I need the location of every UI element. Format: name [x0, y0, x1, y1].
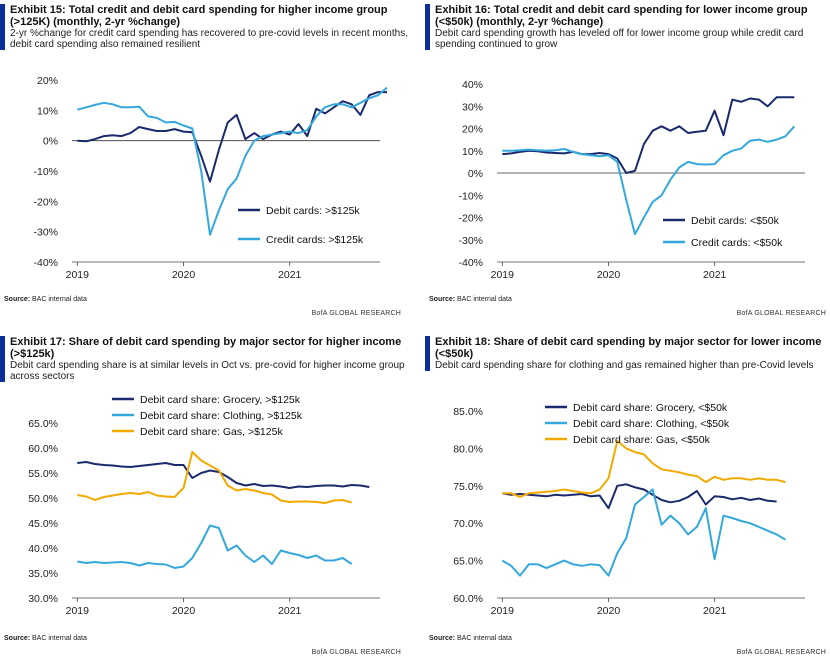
y-tick-label: -40%: [458, 257, 483, 269]
series-line-navy: [502, 96, 795, 174]
exhibit-17-title: Exhibit 17: Share of debit card spending…: [10, 336, 402, 360]
exhibit-18-subtitle: Debit card spending share for clothing a…: [435, 360, 814, 371]
x-tick-label: 2020: [597, 269, 621, 281]
series-line-navy: [502, 483, 777, 510]
legend-label-gold: Debit card share: Gas, >$125k: [140, 426, 283, 438]
legend-label-navy: Debit cards: <$50k: [691, 215, 780, 227]
series-line-gold: [77, 451, 352, 504]
y-tick-label: 10%: [462, 146, 483, 158]
exhibit-15-panel: Exhibit 15: Total credit and debit card …: [0, 0, 408, 327]
y-tick-label: 10%: [37, 105, 58, 117]
y-tick-label: -20%: [458, 213, 483, 225]
exhibit-17-subtitle: Debit card spending share is at similar …: [10, 360, 405, 382]
exhibit-16-panel: Exhibit 16: Total credit and debit card …: [425, 0, 830, 327]
exhibit-17-brand: BofA GLOBAL RESEARCH: [311, 649, 401, 656]
y-tick-label: 45.0%: [28, 518, 58, 530]
x-tick-label: 2021: [278, 269, 302, 281]
y-tick-label: 75.0%: [453, 481, 483, 493]
exhibit-17-chart: 30.0% 35.0% 40.0% 45.0% 50.0% 55.0% 60.0% 65.0%…: [28, 394, 380, 617]
x-tick-label: 2020: [172, 269, 196, 281]
exhibit-16-title: Exhibit 16: Total credit and debit card …: [435, 4, 808, 28]
x-tick-label: 2021: [278, 605, 302, 617]
legend-label-navy: Debit cards: >$125k: [266, 205, 360, 217]
exhibit-16-subtitle: Debit card spending growth has leveled o…: [435, 28, 804, 50]
y-tick-label: 85.0%: [453, 406, 483, 418]
exhibit-15-brand: BofA GLOBAL RESEARCH: [311, 310, 401, 317]
y-tick-label: 30%: [462, 101, 483, 113]
series-line-cyan: [77, 86, 388, 236]
exhibit-15-source: Source: BAC internal data: [4, 296, 87, 303]
series-line-cyan: [502, 125, 796, 236]
exhibit-17-header: Exhibit 17: Share of debit card spending…: [0, 336, 410, 382]
y-tick-label: 65.0%: [28, 418, 58, 430]
x-tick-label: 2019: [491, 605, 515, 617]
y-tick-label: 55.0%: [28, 468, 58, 480]
x-tick-label: 2020: [597, 605, 621, 617]
legend-label-cyan: Credit cards: >$125k: [266, 234, 364, 246]
y-tick-label: 40%: [462, 79, 483, 91]
y-tick-label: 60.0%: [28, 443, 58, 455]
y-tick-label: 30.0%: [28, 593, 58, 605]
x-tick-label: 2021: [703, 605, 727, 617]
legend-label-cyan: Debit card share: Clothing, <$50k: [573, 418, 730, 430]
legend-label-navy: Debit card share: Grocery, >$125k: [140, 394, 301, 406]
legend-label-gold: Debit card share: Gas, <$50k: [573, 434, 711, 446]
y-tick-label: 65.0%: [453, 556, 483, 568]
x-tick-label: 2019: [66, 269, 90, 281]
exhibit-18-source: Source: BAC internal data: [429, 635, 512, 642]
y-tick-label: -10%: [458, 190, 483, 202]
exhibit-16-brand: BofA GLOBAL RESEARCH: [736, 310, 826, 317]
legend-label-navy: Debit card share: Grocery, <$50k: [573, 402, 728, 414]
exhibit-18-header: Exhibit 18: Share of debit card spending…: [425, 336, 830, 371]
y-tick-label: -20%: [33, 196, 58, 208]
exhibit-18-chart: 60.0% 65.0% 70.0% 75.0% 80.0% 85.0% 2019 2020 20…: [453, 402, 805, 617]
y-tick-label: 50.0%: [28, 493, 58, 505]
series-line-cyan: [77, 524, 353, 569]
exhibit-18-panel: Exhibit 18: Share of debit card spending…: [425, 332, 830, 659]
y-tick-label: 0%: [468, 168, 483, 180]
y-tick-label: 40.0%: [28, 543, 58, 555]
x-tick-label: 2020: [172, 605, 196, 617]
exhibit-18-title: Exhibit 18: Share of debit card spending…: [435, 336, 822, 360]
series-line-navy: [77, 461, 370, 489]
x-tick-label: 2019: [491, 269, 515, 281]
series-line-gold: [502, 439, 786, 498]
x-tick-label: 2021: [703, 269, 727, 281]
exhibit-16-header: Exhibit 16: Total credit and debit card …: [425, 4, 830, 50]
exhibit-15-chart: -40% -30% -20% -10% 0% 10% 20% 2019 2020 2021 Debi…: [33, 75, 388, 281]
legend-label-cyan: Credit cards: <$50k: [691, 237, 783, 249]
exhibit-16-source: Source: BAC internal data: [429, 296, 512, 303]
y-tick-label: -30%: [33, 227, 58, 239]
exhibit-15-title: Exhibit 15: Total credit and debit card …: [10, 4, 388, 28]
x-tick-label: 2019: [66, 605, 90, 617]
series-line-cyan: [501, 488, 786, 577]
y-tick-label: 0%: [43, 136, 58, 148]
y-tick-label: -40%: [33, 257, 58, 269]
exhibit-15-header: Exhibit 15: Total credit and debit card …: [0, 4, 410, 50]
y-tick-label: 70.0%: [453, 518, 483, 530]
y-tick-label: -30%: [458, 235, 483, 247]
y-tick-label: 20%: [37, 75, 58, 87]
exhibit-17-panel: Exhibit 17: Share of debit card spending…: [0, 332, 405, 659]
exhibit-16-chart: -40% -30% -20% -10% 0% 10% 20% 30% 40% 2019 2020 20…: [458, 79, 805, 281]
exhibit-15-subtitle: 2-yr %change for credit card spending ha…: [10, 28, 408, 50]
y-tick-label: 20%: [462, 124, 483, 136]
legend-label-cyan: Debit card share: Clothing, >$125k: [140, 410, 303, 422]
exhibit-17-source: Source: BAC internal data: [4, 635, 87, 642]
y-tick-label: 35.0%: [28, 568, 58, 580]
y-tick-label: -10%: [33, 166, 58, 178]
y-tick-label: 60.0%: [453, 593, 483, 605]
exhibit-18-brand: BofA GLOBAL RESEARCH: [736, 649, 826, 656]
series-line-navy: [77, 91, 387, 183]
y-tick-label: 80.0%: [453, 443, 483, 455]
